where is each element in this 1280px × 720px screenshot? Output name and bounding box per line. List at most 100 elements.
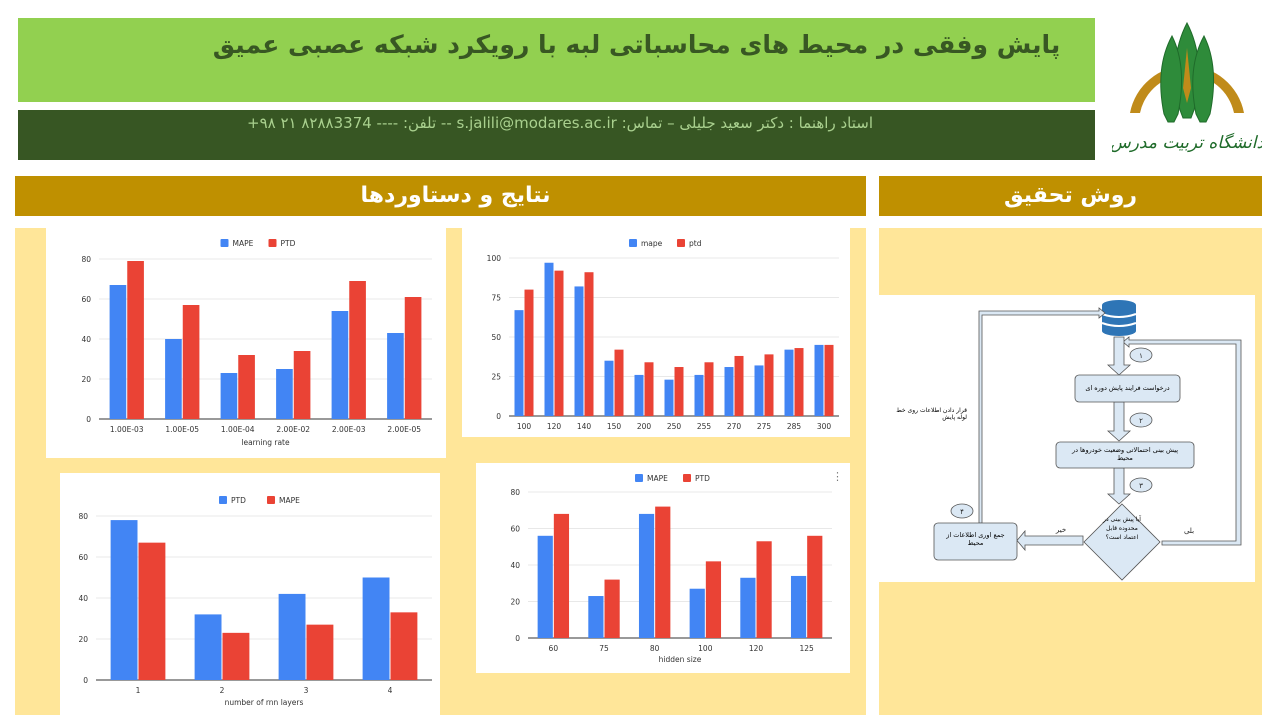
chart-menu-icon[interactable]: ⋮: [832, 470, 843, 483]
bar-ptd: [524, 289, 534, 416]
bar-ptd: [194, 614, 222, 680]
bar-ptd: [278, 593, 306, 680]
bar-ptd: [674, 367, 684, 416]
step1-label: درخواست فرایند پایش دوره ای: [1085, 384, 1170, 392]
bar-ptd: [604, 579, 620, 638]
bar-ptd: [794, 348, 804, 416]
x-tick-label: 2.00E-05: [387, 425, 421, 434]
legend-label: PTD: [231, 496, 246, 505]
bar-ptd: [127, 261, 144, 419]
bar-ptd: [182, 305, 200, 419]
y-tick-label: 0: [83, 676, 88, 685]
legend-swatch: [220, 239, 229, 247]
feedback-line-right: [1122, 336, 1242, 546]
arrow-2: [1106, 401, 1132, 442]
y-tick-label: 40: [81, 335, 91, 344]
bar-mape: [740, 577, 756, 638]
chart-hidden-size: ⋮ 0 20 40 60 80 60 75 80 100 120 125 hidden size MAPE…: [476, 463, 850, 673]
x-tick-label: 125: [800, 644, 815, 653]
bar-mape: [387, 333, 404, 419]
y-tick-label: 0: [515, 634, 520, 643]
side-note: قرار دادن اطلاعات روی خط لوله پایش: [896, 407, 967, 421]
database-icon: [1101, 300, 1137, 336]
x-axis-label: number of rnn layers: [225, 698, 304, 707]
bar-ptd: [362, 577, 390, 680]
x-tick-label: 3: [304, 686, 309, 695]
bar-mape: [784, 349, 794, 416]
bar-mape: [574, 286, 584, 416]
x-tick-label: 60: [549, 644, 559, 653]
bar-mape: [544, 262, 554, 416]
bar-ptd: [293, 351, 311, 419]
x-axis-label: hidden size: [659, 655, 702, 664]
arrow-no: [1016, 529, 1084, 552]
bar-mape: [664, 379, 674, 416]
bar-ptd: [756, 541, 772, 638]
bar-mape: [724, 367, 734, 416]
chart-sequence-length: 0 25 50 75 100 100 120 140 150 200 250 255 270 275 285…: [462, 228, 850, 437]
legend-swatch: [267, 496, 275, 504]
bar-mape: [390, 612, 418, 680]
legend-label: MAPE: [279, 496, 300, 505]
title-bar: پایش وفقی در محیط های محاسباتی لبه با رو…: [18, 18, 1095, 102]
x-tick-label: 285: [787, 422, 802, 431]
bar-ptd: [614, 349, 624, 416]
legend-swatch: [219, 496, 227, 504]
x-tick-label: 255: [697, 422, 712, 431]
decision-diamond: [1083, 503, 1161, 581]
bar-mape: [109, 285, 127, 419]
x-tick-label: 140: [577, 422, 592, 431]
bar-mape: [694, 374, 704, 416]
x-axis-label: learning rate: [241, 438, 290, 447]
step2-box: [1055, 441, 1195, 469]
y-tick-label: 0: [496, 412, 501, 421]
advisor-contact: استاد راهنما : دکتر سعید جلیلی – تماس: s…: [246, 114, 873, 132]
legend-swatch: [683, 474, 691, 482]
bar-mape: [220, 373, 238, 419]
x-tick-label: 250: [667, 422, 682, 431]
chart-learning-rate: 0 20 40 60 80 1.00E-03 1.00E-05 1.00E-04 2.00E-0…: [46, 228, 446, 458]
bar-ptd: [824, 344, 834, 416]
bar-mape: [604, 360, 614, 416]
y-tick-label: 25: [491, 373, 501, 382]
poster-title: پایش وفقی در محیط های محاسباتی لبه با رو…: [212, 30, 1061, 59]
bar-mape: [165, 339, 182, 419]
x-tick-label: 2.00E-02: [276, 425, 310, 434]
y-tick-label: 60: [78, 553, 88, 562]
x-tick-label: 100: [698, 644, 713, 653]
y-tick-label: 40: [78, 594, 88, 603]
y-tick-label: 60: [81, 295, 91, 304]
bar-ptd: [238, 355, 255, 419]
bar-mape: [588, 596, 604, 638]
bar-mape: [754, 365, 764, 416]
bar-ptd: [404, 297, 422, 419]
bar-ptd: [807, 535, 823, 638]
bar-mape: [514, 310, 524, 416]
decision-label: آیا پیش بینی در محدوده قابل اعتماد است؟: [1103, 516, 1141, 541]
step-number-3: ۳: [1139, 482, 1143, 490]
x-tick-label: 2: [220, 686, 225, 695]
results-header: نتایج و دستاوردها: [15, 176, 866, 216]
step-number-1: ۱: [1139, 352, 1143, 360]
x-tick-label: 2.00E-03: [332, 425, 366, 434]
legend-swatch: [635, 474, 643, 482]
x-tick-label: 120: [749, 644, 764, 653]
y-tick-label: 80: [81, 255, 91, 264]
no-label: خیر: [1055, 526, 1066, 534]
bar-ptd: [764, 354, 774, 416]
x-tick-label: 80: [650, 644, 660, 653]
y-tick-label: 20: [78, 635, 88, 644]
bar-mape: [814, 344, 824, 416]
step2-label: پیش بینی احتمالاتی وضعیت خودروها در محیط: [1071, 446, 1179, 462]
bar-mape: [138, 542, 166, 680]
x-tick-label: 200: [637, 422, 652, 431]
legend-label: ptd: [689, 239, 702, 248]
x-tick-label: 100: [517, 422, 532, 431]
y-tick-label: 80: [78, 512, 88, 521]
y-tick-label: 60: [510, 525, 520, 534]
x-tick-label: 300: [817, 422, 832, 431]
y-tick-label: 100: [487, 254, 502, 263]
feedback-line-left: [978, 307, 1106, 524]
logo-text: دانشگاه تربیت مدرس: [1112, 132, 1262, 153]
step4-label: جمع اوری اطلاعات از محیط: [946, 531, 1005, 547]
